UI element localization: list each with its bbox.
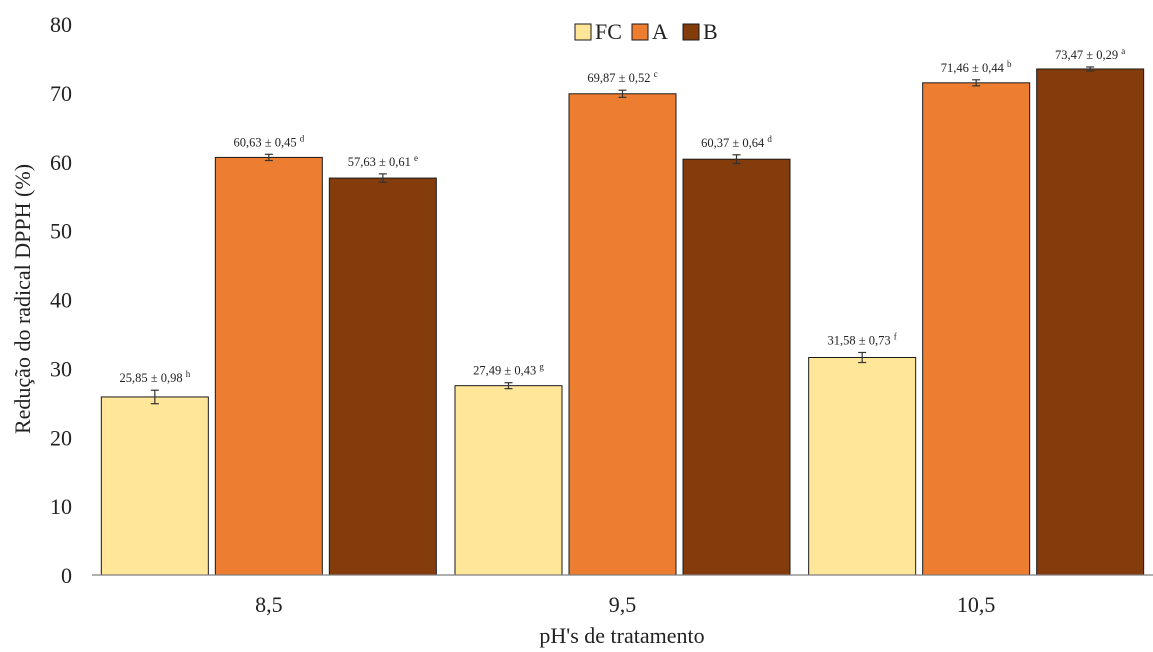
error-bar bbox=[618, 89, 627, 98]
y-tick-label: 80 bbox=[50, 12, 72, 37]
data-label: 25,85 ± 0,98 h bbox=[119, 369, 190, 385]
error-bar bbox=[504, 382, 513, 390]
data-label: 73,47 ± 0,29 a bbox=[1055, 46, 1125, 62]
error-bar bbox=[378, 173, 387, 183]
y-tick-label: 40 bbox=[50, 288, 72, 313]
legend-swatch bbox=[682, 23, 700, 41]
error-bar bbox=[264, 153, 273, 162]
legend-label: FC bbox=[595, 19, 622, 44]
x-tick-label: 10,5 bbox=[957, 592, 996, 617]
y-axis-ticks: 0 10 20 30 40 50 60 70 80 bbox=[50, 12, 72, 588]
y-tick-label: 30 bbox=[50, 356, 72, 381]
y-tick-label: 50 bbox=[50, 219, 72, 244]
x-axis-title: pH's de tratamento bbox=[539, 623, 704, 648]
data-label: 31,58 ± 0,73 f bbox=[828, 331, 897, 347]
x-axis-ticks: 8,5 9,5 10,5 bbox=[255, 592, 995, 617]
y-tick-label: 20 bbox=[50, 425, 72, 450]
data-label: 60,63 ± 0,45 d bbox=[233, 133, 304, 149]
bar-a-2 bbox=[568, 93, 677, 576]
y-axis-title: Redução do radical DPPH (%) bbox=[10, 164, 35, 434]
legend-item-fc: FC bbox=[574, 19, 622, 44]
legend: FC A B bbox=[574, 19, 718, 44]
bar-fc-1 bbox=[100, 396, 209, 576]
error-bar bbox=[1086, 66, 1095, 72]
bar-b-3 bbox=[1036, 68, 1145, 576]
legend-item-a: A bbox=[631, 19, 668, 44]
x-tick-label: 8,5 bbox=[255, 592, 283, 617]
legend-label: B bbox=[703, 19, 718, 44]
data-label: 57,63 ± 0,61 e bbox=[348, 153, 418, 169]
y-tick-label: 0 bbox=[61, 563, 72, 588]
y-tick-label: 10 bbox=[50, 494, 72, 519]
bar-fc-2 bbox=[454, 385, 563, 576]
y-tick-label: 70 bbox=[50, 81, 72, 106]
bars bbox=[100, 68, 1145, 576]
data-labels: 25,85 ± 0,98 h 60,63 ± 0,45 d 57,63 ± 0,61… bbox=[119, 46, 1125, 385]
error-bar bbox=[732, 154, 741, 165]
legend-swatch bbox=[574, 23, 592, 41]
error-bar bbox=[858, 351, 867, 364]
bar-a-3 bbox=[922, 82, 1031, 576]
error-bar bbox=[972, 79, 981, 87]
data-label: 27,49 ± 0,43 g bbox=[473, 362, 544, 378]
error-bar bbox=[150, 389, 159, 405]
x-tick-label: 9,5 bbox=[609, 592, 637, 617]
bar-a-1 bbox=[214, 156, 323, 576]
legend-label: A bbox=[652, 19, 668, 44]
data-label: 69,87 ± 0,52 c bbox=[587, 69, 657, 85]
bar-b-2 bbox=[682, 158, 791, 576]
bar-b-1 bbox=[328, 177, 437, 576]
legend-swatch bbox=[631, 23, 649, 41]
y-tick-label: 60 bbox=[50, 150, 72, 175]
data-label: 71,46 ± 0,44 b bbox=[941, 59, 1012, 75]
error-bars bbox=[150, 66, 1095, 405]
bar-fc-3 bbox=[808, 356, 917, 576]
data-label: 60,37 ± 0,64 d bbox=[701, 134, 772, 150]
legend-item-b: B bbox=[682, 19, 718, 44]
